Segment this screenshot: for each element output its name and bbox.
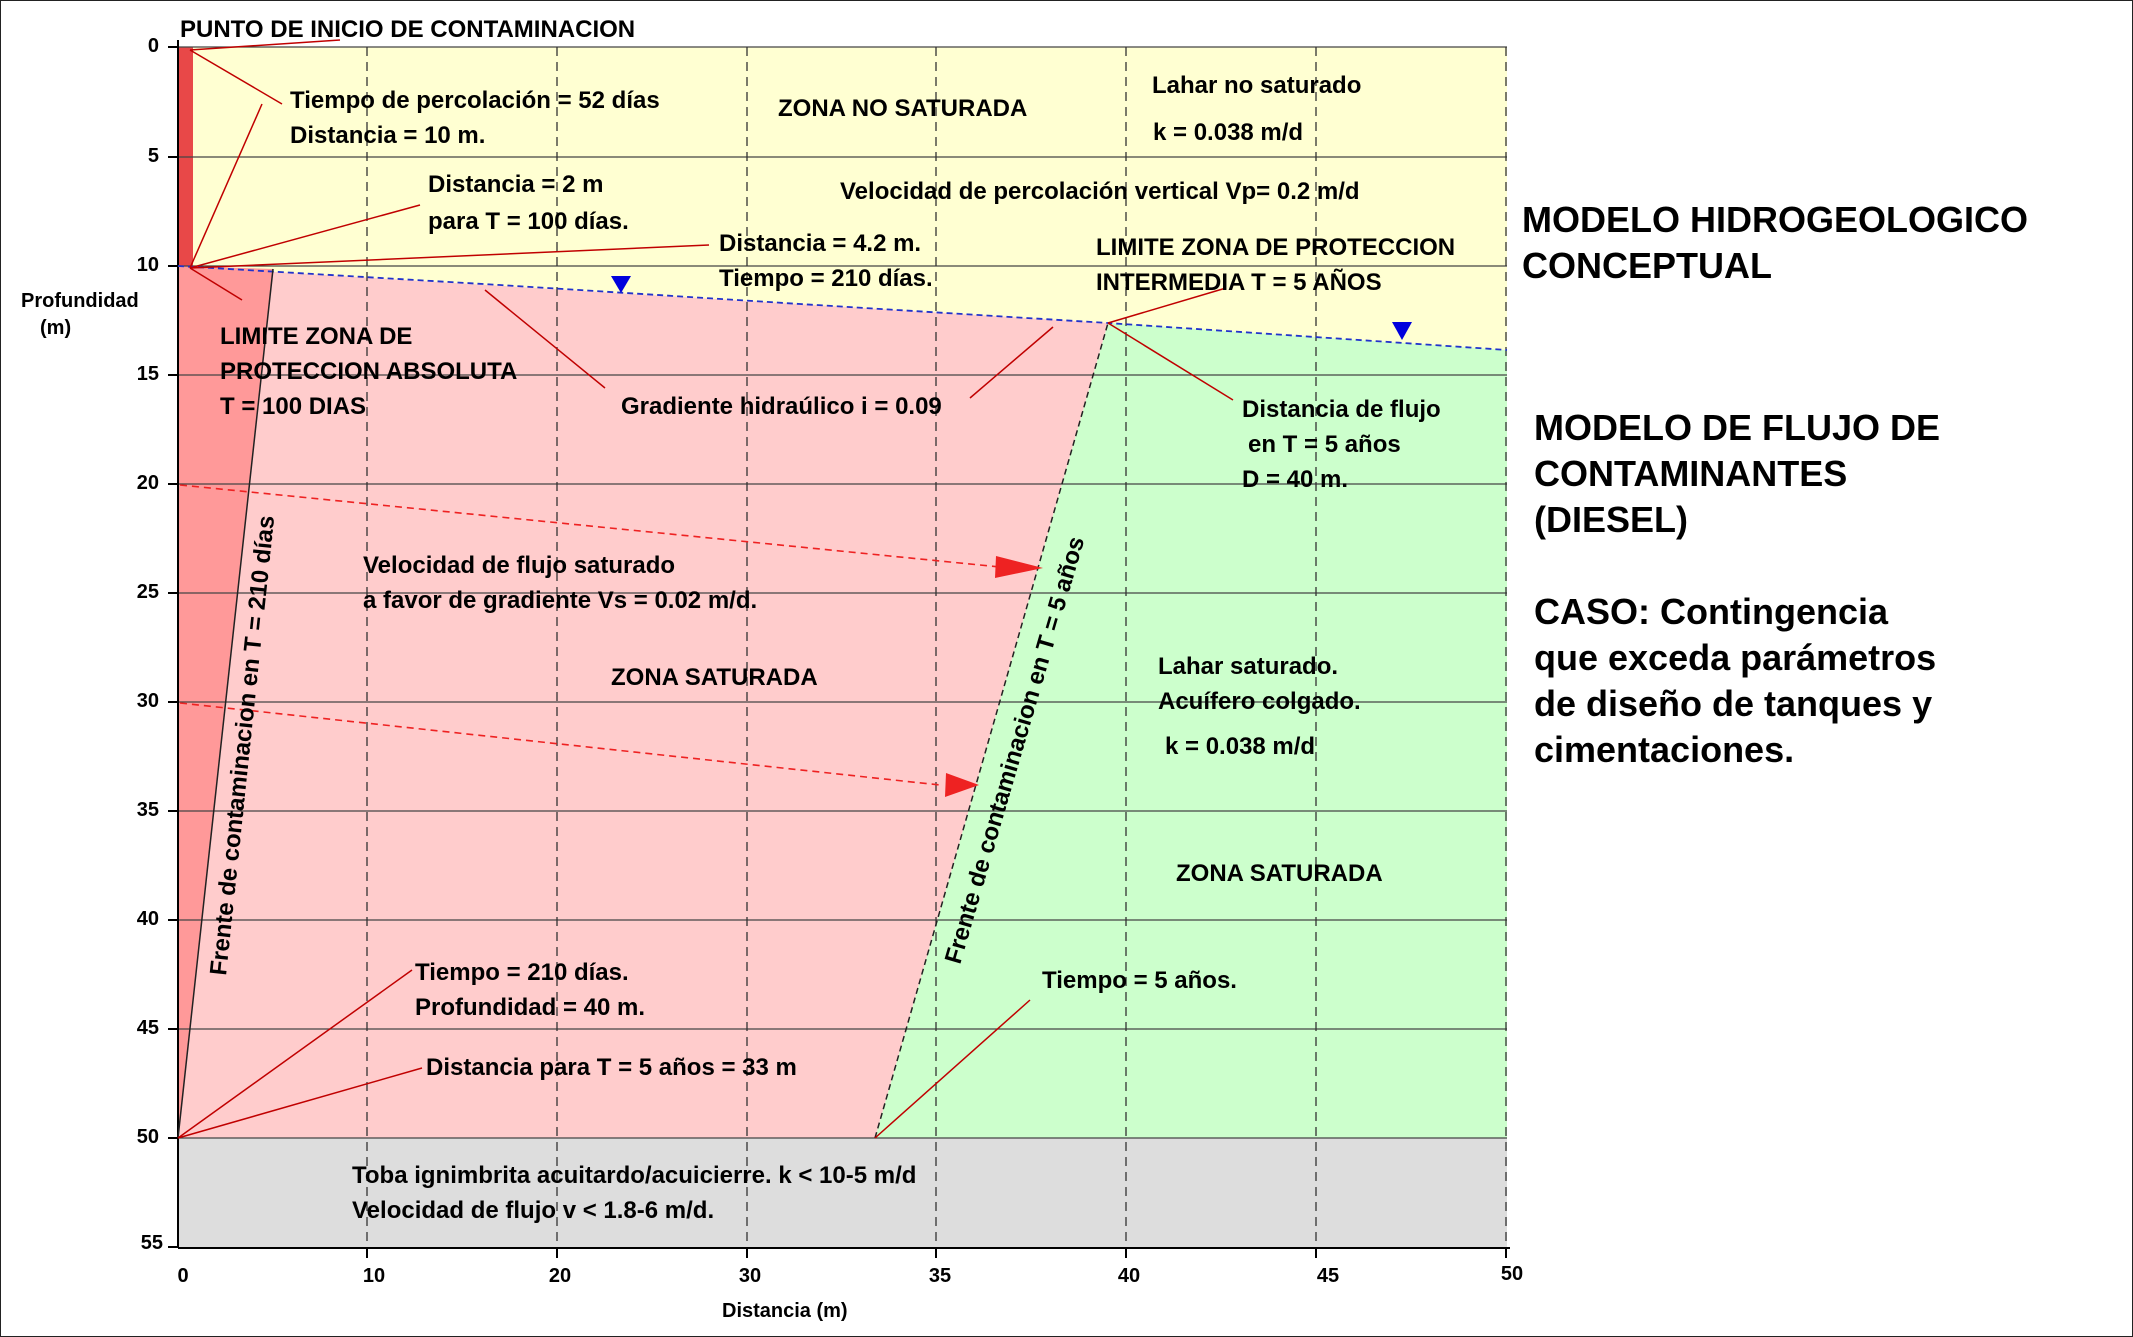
- flow-model-line-3: (DIESEL): [1534, 499, 1688, 540]
- y-tick-label: 50: [137, 1126, 159, 1148]
- axes: [177, 40, 1510, 1249]
- absolute-limit-label-2: PROTECCION ABSOLUTA: [220, 358, 517, 385]
- time-100-days-label: para T = 100 días.: [428, 208, 629, 235]
- aquitard-label-2: Velocidad de flujo v < 1.8-6 m/d.: [352, 1197, 714, 1224]
- y-tick-label: 25: [137, 581, 159, 603]
- case-line-1: CASO: Contingencia: [1534, 591, 1889, 632]
- model-title-line-2: CONCEPTUAL: [1522, 245, 1772, 286]
- x-tick-label: 40: [1118, 1265, 1140, 1287]
- percolation-distance-label: Distancia = 10 m.: [290, 122, 485, 149]
- y-tick-label: 30: [137, 690, 159, 712]
- y-tick-label: 35: [137, 799, 159, 821]
- absolute-limit-label-3: T = 100 DIAS: [220, 393, 366, 420]
- axis-tick-marks: [168, 46, 1507, 1258]
- distance-2m-label: Distancia = 2 m: [428, 171, 603, 198]
- aquitard-layer: [178, 1138, 1507, 1247]
- unsaturated-k-label: k = 0.038 m/d: [1153, 119, 1303, 146]
- side-titles: MODELO HIDROGEOLOGICO CONCEPTUAL MODELO …: [1522, 199, 2028, 770]
- percolation-time-label: Tiempo de percolación = 52 días: [290, 87, 660, 114]
- y-tick-label: 15: [137, 363, 159, 385]
- time-210-days-depth-label-1: Tiempo = 210 días.: [415, 959, 629, 986]
- water-table-marker-icon: [611, 276, 631, 293]
- perched-aquifer-label: Acuífero colgado.: [1158, 688, 1361, 715]
- saturated-velocity-label-1: Velocidad de flujo saturado: [363, 552, 675, 579]
- y-axis-unit: (m): [40, 317, 71, 339]
- x-tick-label: 20: [549, 1265, 571, 1287]
- case-line-2: que exceda parámetros: [1534, 637, 1936, 678]
- absolute-limit-label-1: LIMITE ZONA DE: [220, 323, 412, 350]
- vertical-percolation-label: Velocidad de percolación vertical Vp= 0.…: [840, 178, 1360, 205]
- y-tick-labels: 0 5 10 15 20 25 30 35 40 45 50 55: [137, 35, 163, 1254]
- y-tick-label: 0: [148, 35, 159, 57]
- distance-4-2m-label: Distancia = 4.2 m.: [719, 230, 921, 257]
- intermediate-limit-label-2: INTERMEDIA T = 5 AÑOS: [1096, 268, 1382, 296]
- x-tick-label: 50: [1501, 1263, 1523, 1285]
- aquitard-label-1: Toba ignimbrita acuitardo/acuicierre. k …: [352, 1162, 916, 1189]
- flow-model-line-1: MODELO DE FLUJO DE: [1534, 407, 1940, 448]
- leader-lines: [177, 39, 1234, 1139]
- x-tick-label: 0: [177, 1265, 188, 1287]
- flow-model-line-2: CONTAMINANTES: [1534, 453, 1847, 494]
- flow-distance-label-1: Distancia de flujo: [1242, 396, 1441, 423]
- water-table-line: [177, 265, 1508, 351]
- model-title-line-1: MODELO HIDROGEOLOGICO: [1522, 199, 2028, 240]
- saturated-lahar-label: Lahar saturado.: [1158, 653, 1338, 680]
- flow-distance-label-3: D = 40 m.: [1242, 466, 1348, 493]
- hydraulic-gradient-label: Gradiente hidraúlico i = 0.09: [621, 393, 942, 420]
- x-tick-labels: 0 10 20 30 35 40 45 50: [177, 1263, 1523, 1287]
- time-210-days-label: Tiempo = 210 días.: [719, 265, 933, 292]
- case-line-4: cimentaciones.: [1534, 729, 1794, 770]
- y-axis-title: Profundidad: [21, 290, 139, 312]
- water-table-marker-icon: [1392, 322, 1412, 340]
- distance-5-years-label: Distancia para T = 5 años = 33 m: [426, 1054, 797, 1081]
- y-tick-label: 55: [141, 1232, 163, 1254]
- time-5-years-label: Tiempo = 5 años.: [1042, 967, 1237, 994]
- vertical-gridlines: [366, 47, 1507, 1248]
- x-tick-label: 35: [929, 1265, 951, 1287]
- horizontal-gridlines: [178, 46, 1507, 1139]
- saturated-k-label: k = 0.038 m/d: [1165, 733, 1315, 760]
- saturated-zone-label-right: ZONA SATURADA: [1176, 860, 1383, 887]
- unsaturated-zone: [178, 47, 1507, 350]
- flow-distance-label-2: en T = 5 años: [1248, 431, 1401, 458]
- front-210-days-line: [177, 268, 274, 1139]
- case-line-3: de diseño de tanques y: [1534, 683, 1932, 724]
- intermediate-limit-label-1: LIMITE ZONA DE PROTECCION: [1096, 234, 1455, 261]
- saturated-zone-label-left: ZONA SATURADA: [611, 664, 818, 691]
- y-tick-label: 10: [137, 254, 159, 276]
- time-210-days-depth-label-2: Profundidad = 40 m.: [415, 994, 645, 1021]
- unsaturated-lahar-label: Lahar no saturado: [1152, 72, 1361, 99]
- clean-saturated-zone: [875, 323, 1507, 1138]
- y-tick-label: 20: [137, 472, 159, 494]
- saturated-velocity-label-2: a favor de gradiente Vs = 0.02 m/d.: [363, 587, 757, 614]
- x-tick-label: 10: [363, 1265, 385, 1287]
- y-tick-label: 45: [137, 1017, 159, 1039]
- front-5-years-line: [874, 322, 1109, 1139]
- y-tick-label: 40: [137, 908, 159, 930]
- source-point-label: PUNTO DE INICIO DE CONTAMINACION: [180, 16, 635, 43]
- y-tick-label: 5: [148, 145, 159, 167]
- x-axis-title: Distancia (m): [722, 1300, 848, 1322]
- x-tick-label: 45: [1317, 1265, 1339, 1287]
- x-tick-label: 30: [739, 1265, 761, 1287]
- unsaturated-zone-label: ZONA NO SATURADA: [778, 95, 1027, 122]
- flow-arrows: [179, 484, 1043, 797]
